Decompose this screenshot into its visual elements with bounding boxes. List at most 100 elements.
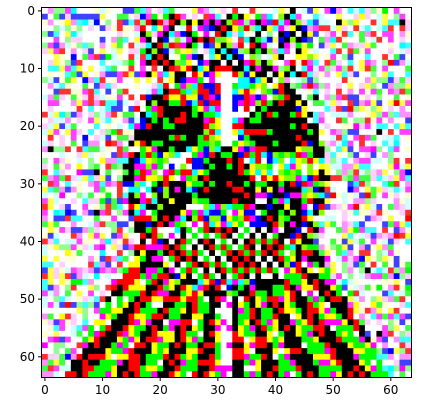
image-pixel: [191, 31, 198, 38]
image-pixel: [232, 221, 239, 228]
image-pixel: [255, 232, 262, 239]
image-pixel: [347, 227, 354, 234]
image-pixel: [134, 359, 141, 366]
image-pixel: [134, 319, 141, 326]
image-pixel: [145, 54, 152, 61]
image-pixel: [191, 244, 198, 251]
image-pixel: [76, 290, 83, 297]
image-pixel: [99, 353, 106, 361]
image-pixel: [65, 36, 72, 43]
image-pixel: [47, 204, 54, 211]
image-pixel: [140, 290, 147, 297]
image-pixel: [203, 59, 210, 66]
image-pixel: [312, 209, 320, 216]
image-pixel: [140, 336, 147, 343]
image-pixel: [99, 336, 106, 343]
image-pixel: [134, 215, 141, 222]
image-pixel: [99, 296, 106, 303]
image-pixel: [76, 255, 83, 262]
image-pixel: [99, 65, 106, 72]
image-pixel: [278, 146, 285, 153]
image-pixel: [405, 238, 412, 245]
image-pixel: [186, 325, 193, 332]
image-pixel: [261, 59, 268, 66]
image-pixel: [393, 198, 400, 205]
image-pixel: [284, 129, 291, 136]
image-pixel: [226, 198, 233, 205]
image-pixel: [42, 31, 49, 38]
image-pixel: [145, 273, 152, 280]
image-pixel: [53, 146, 60, 153]
image-pixel: [99, 180, 106, 188]
image-pixel: [284, 71, 291, 78]
image-pixel: [226, 209, 233, 216]
image-pixel: [191, 186, 198, 193]
image-pixel: [318, 134, 325, 141]
image-pixel: [261, 359, 268, 366]
image-pixel: [359, 215, 366, 222]
image-pixel: [59, 106, 66, 113]
image-pixel: [220, 19, 227, 26]
image-pixel: [47, 325, 54, 332]
image-pixel: [203, 307, 210, 314]
image-pixel: [387, 186, 395, 193]
image-pixel: [105, 48, 112, 55]
image-pixel: [301, 192, 308, 199]
image-pixel: [405, 296, 412, 303]
image-pixel: [140, 59, 147, 66]
image-pixel: [116, 371, 124, 378]
image-pixel: [336, 163, 343, 170]
image-pixel: [301, 273, 308, 280]
image-pixel: [243, 36, 250, 43]
image-pixel: [209, 36, 216, 43]
image-pixel: [307, 146, 314, 153]
image-pixel: [278, 13, 285, 20]
image-pixel: [307, 353, 314, 361]
image-pixel: [272, 88, 279, 95]
image-pixel: [359, 140, 366, 147]
image-pixel: [209, 342, 216, 349]
image-pixel: [295, 129, 302, 136]
image-pixel: [76, 134, 83, 141]
image-pixel: [341, 336, 348, 343]
image-pixel: [76, 71, 83, 78]
image-pixel: [186, 267, 193, 274]
image-pixel: [393, 278, 400, 286]
image-pixel: [359, 227, 366, 234]
image-pixel: [364, 267, 371, 274]
image-pixel: [261, 157, 268, 164]
image-pixel: [174, 129, 181, 136]
image-pixel: [353, 204, 360, 211]
image-pixel: [387, 302, 395, 309]
image-pixel: [151, 117, 158, 124]
image-pixel: [336, 302, 343, 309]
image-pixel: [387, 204, 395, 211]
image-pixel: [353, 365, 360, 372]
image-pixel: [301, 82, 308, 90]
image-pixel: [272, 117, 279, 124]
image-pixel: [82, 238, 89, 245]
image-pixel: [42, 319, 49, 326]
image-pixel: [186, 204, 193, 211]
image-pixel: [243, 163, 250, 170]
image-pixel: [336, 250, 343, 257]
image-pixel: [307, 94, 314, 101]
image-pixel: [99, 42, 106, 49]
image-pixel: [168, 313, 175, 320]
image-pixel: [301, 36, 308, 43]
image-pixel: [70, 77, 77, 84]
image-pixel: [324, 106, 331, 113]
image-pixel: [214, 36, 222, 43]
image-pixel: [191, 215, 198, 222]
image-pixel: [82, 8, 89, 15]
image-pixel: [249, 123, 256, 130]
image-pixel: [393, 325, 400, 332]
image-pixel: [353, 244, 360, 251]
image-pixel: [324, 59, 331, 66]
image-pixel: [243, 82, 250, 90]
image-pixel: [59, 25, 66, 32]
image-pixel: [59, 290, 66, 297]
image-pixel: [111, 117, 118, 124]
image-pixel: [220, 273, 227, 280]
image-pixel: [197, 19, 204, 26]
